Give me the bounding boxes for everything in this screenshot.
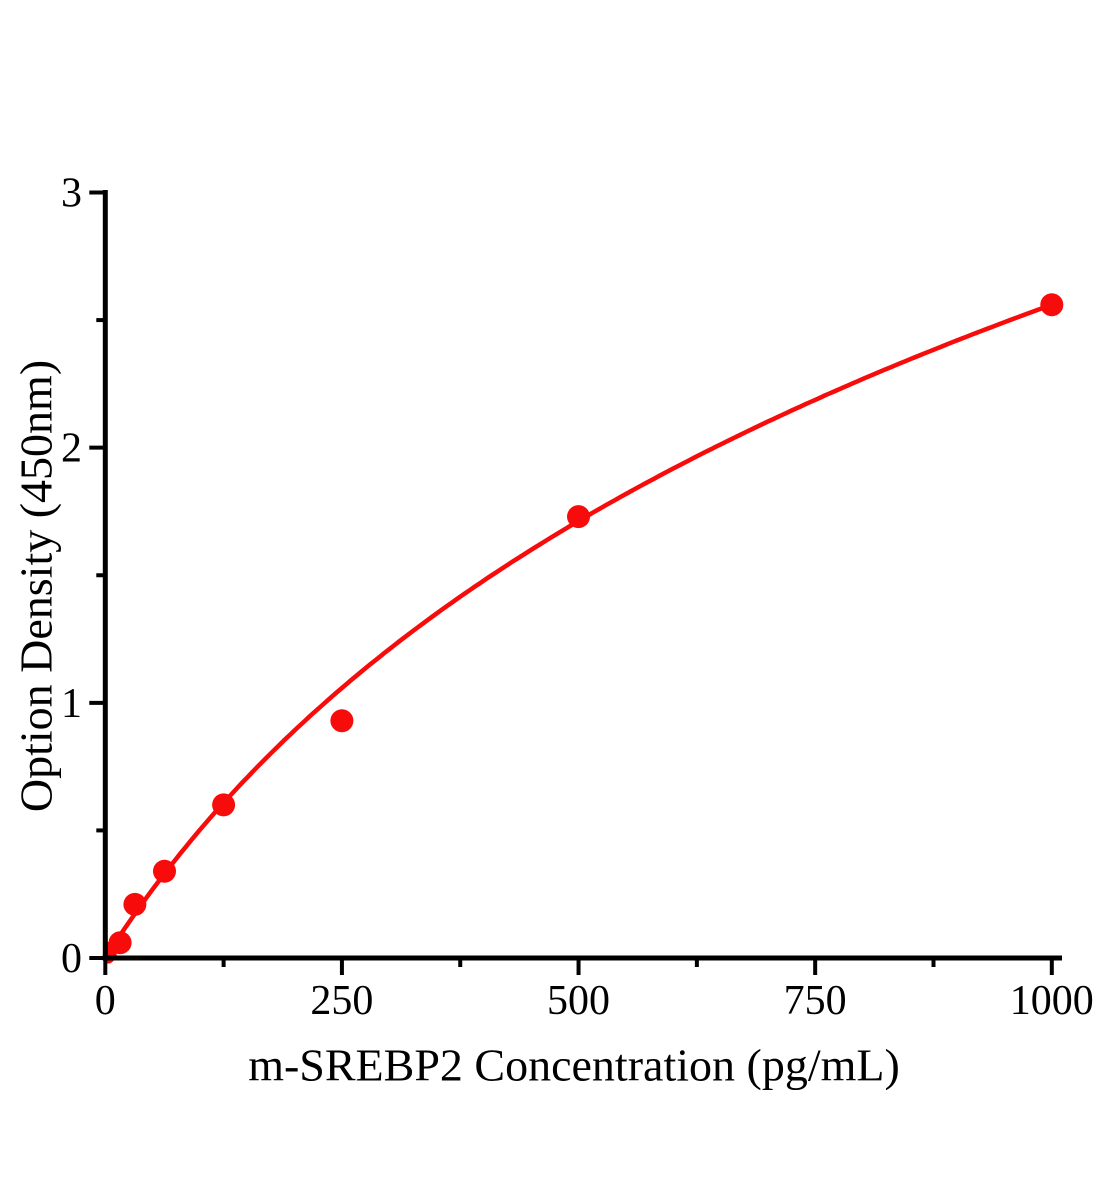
data-point-marker [212,793,236,817]
x-tick-label: 1000 [1010,978,1094,1024]
x-tick-label: 0 [95,978,116,1024]
fit-curve-line [105,302,1053,960]
data-point-marker [567,505,590,529]
x-tick-label: 500 [547,978,610,1024]
data-point-marker [330,709,354,733]
y-tick-label: 1 [61,681,82,727]
data-point-marker [153,859,176,883]
y-tick-label: 3 [61,171,82,217]
y-tick-label: 0 [61,936,82,982]
data-point-marker [1040,293,1064,317]
x-tick-label: 250 [310,978,373,1024]
y-tick-label: 2 [61,426,82,472]
x-axis-title: m-SREBP2 Concentration (pg/mL) [248,1039,900,1091]
data-point-marker [108,931,132,955]
series-group [105,293,1064,964]
x-tick-label: 750 [784,978,847,1024]
data-point-marker [123,892,147,916]
y-axis-title: Option Density (450nm) [10,359,62,813]
